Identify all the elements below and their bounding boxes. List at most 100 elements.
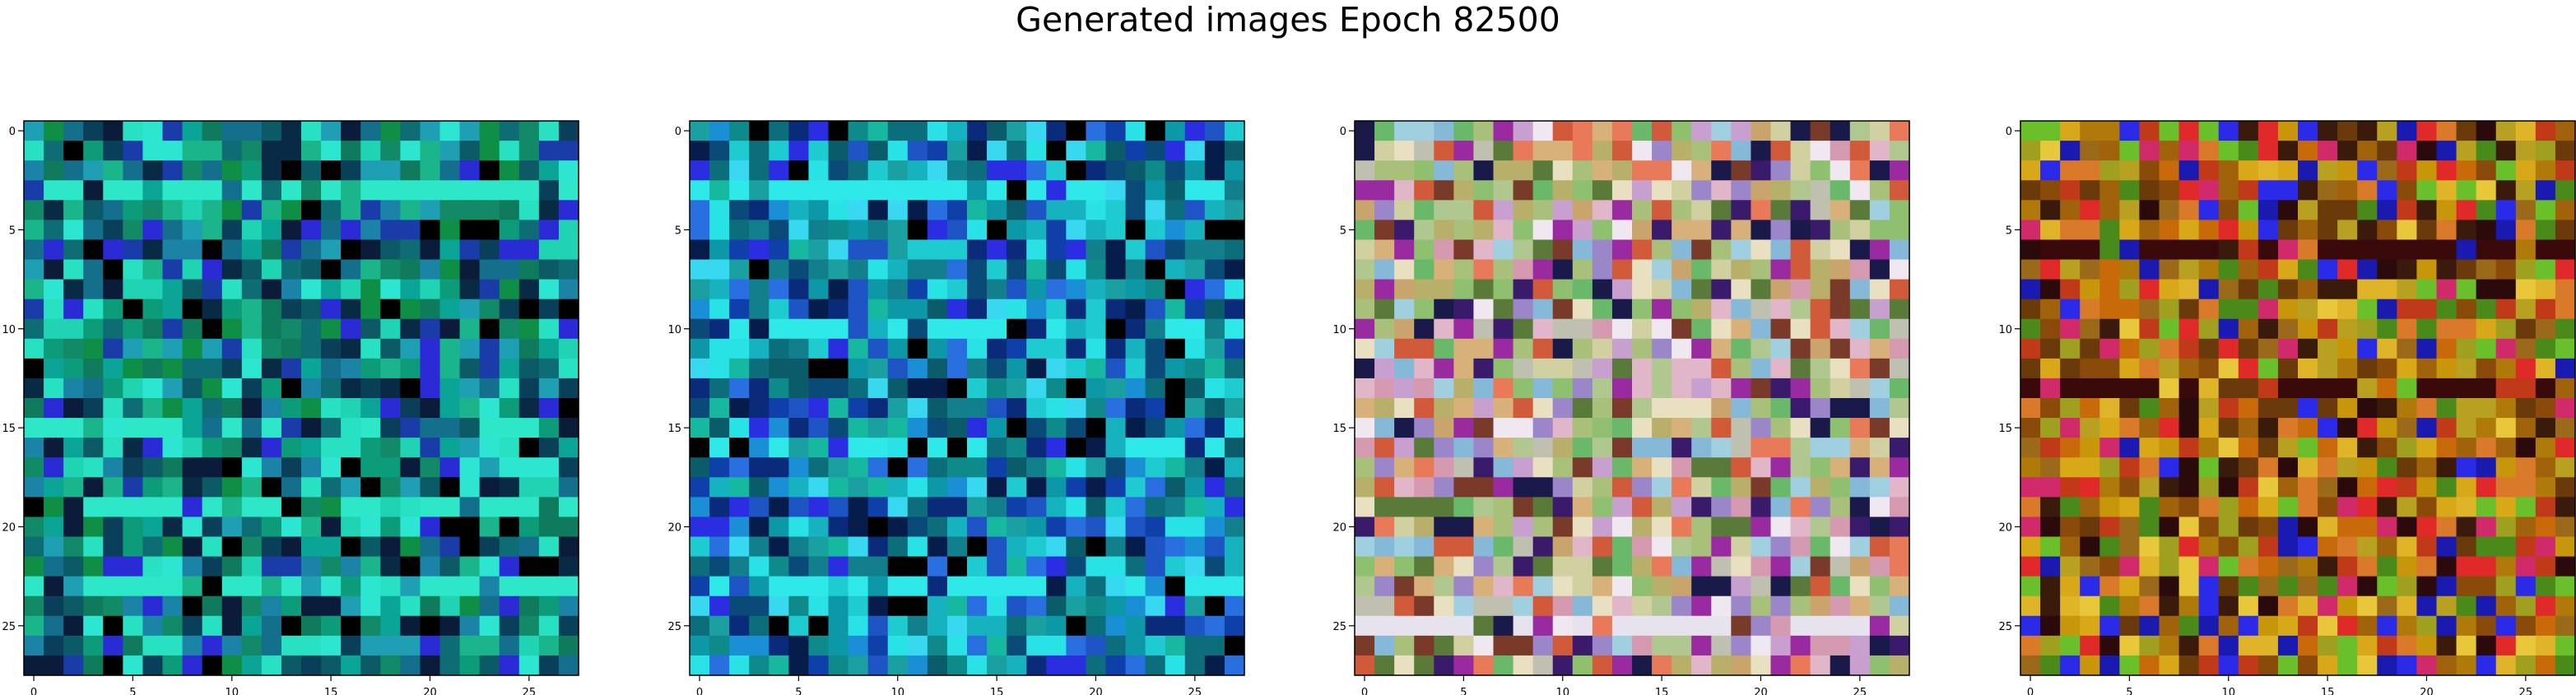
pixel-cell <box>1374 160 1395 181</box>
pixel-cell <box>321 615 342 637</box>
pixel-cell <box>360 438 381 458</box>
pixel-cell <box>1711 556 1732 577</box>
pixel-cell <box>1453 141 1475 161</box>
pixel-cell <box>162 556 184 577</box>
pixel-cell <box>1790 497 1811 518</box>
pixel-cell <box>1165 457 1186 478</box>
pixel-cell <box>420 121 441 141</box>
pixel-cell <box>1434 497 1454 518</box>
pixel-cell <box>2416 438 2438 458</box>
pixel-cell <box>2318 259 2338 280</box>
pixel-cell <box>1532 180 1554 201</box>
pixel-cell <box>182 299 203 320</box>
pixel-cell <box>690 378 710 399</box>
pixel-cell <box>341 536 361 558</box>
pixel-cell <box>1810 299 1831 320</box>
pixel-cell <box>24 279 44 300</box>
pixel-cell <box>1434 595 1454 617</box>
pixel-cell <box>1830 576 1851 597</box>
pixel-cell <box>221 556 243 577</box>
pixel-cell <box>142 655 164 676</box>
pixel-cell <box>709 517 730 538</box>
pixel-cell <box>2318 121 2338 141</box>
pixel-cell <box>907 338 928 359</box>
pixel-cell <box>749 655 770 676</box>
pixel-cell <box>1394 556 1415 577</box>
pixel-cell <box>2456 477 2477 498</box>
pixel-cell <box>1552 180 1574 201</box>
pixel-cell <box>1632 576 1653 597</box>
y-tick-label: 25 <box>2 621 16 633</box>
pixel-cell <box>1552 615 1574 637</box>
pixel-cell <box>221 239 243 261</box>
pixel-cell <box>301 200 322 220</box>
pixel-cell <box>400 457 421 478</box>
pixel-cell <box>44 279 64 300</box>
pixel-cell <box>24 517 44 538</box>
pixel-cell <box>1224 121 1245 141</box>
pixel-cell <box>808 180 830 201</box>
pixel-cell <box>538 536 560 558</box>
pixel-cell <box>2456 378 2477 399</box>
pixel-cell <box>1125 141 1146 161</box>
pixel-cell <box>241 160 263 181</box>
pixel-cell <box>2178 279 2200 300</box>
pixel-cell <box>2337 279 2358 300</box>
pixel-cell <box>2456 160 2477 181</box>
pixel-cell <box>44 497 64 518</box>
pixel-cell <box>202 576 223 597</box>
pixel-cell <box>142 121 164 141</box>
pixel-cell <box>24 497 44 518</box>
pixel-cell <box>261 576 282 597</box>
pixel-cell <box>709 338 730 359</box>
pixel-cell <box>103 121 123 141</box>
pixel-cell <box>867 239 889 261</box>
pixel-cell <box>2238 200 2259 220</box>
pixel-cell <box>479 358 500 379</box>
pixel-cell <box>221 655 243 676</box>
pixel-cell <box>221 378 243 399</box>
pixel-cell <box>1145 655 1166 676</box>
pixel-cell <box>967 338 988 359</box>
pixel-cell <box>1394 418 1415 438</box>
pixel-cell <box>321 160 342 181</box>
x-tick-label: 0 <box>30 687 37 695</box>
pixel-cell <box>518 517 540 538</box>
pixel-cell <box>360 595 381 617</box>
pixel-cell <box>2218 635 2239 656</box>
pixel-cell <box>44 595 64 617</box>
pixel-cell <box>1493 517 1514 538</box>
pixel-cell <box>162 576 184 597</box>
pixel-cell <box>1611 180 1633 201</box>
pixel-cell <box>1165 160 1186 181</box>
pixel-cell <box>439 536 461 558</box>
pixel-cell <box>1652 655 1672 676</box>
pixel-cell <box>1751 358 1772 379</box>
x-tick-label: 10 <box>890 687 904 695</box>
pixel-cell <box>1513 576 1534 597</box>
pixel-cell <box>769 299 789 320</box>
pixel-cell <box>769 160 789 181</box>
pixel-cell <box>2020 378 2041 399</box>
pixel-cell <box>848 655 869 676</box>
pixel-cell <box>261 160 282 181</box>
pixel-cell <box>1711 121 1732 141</box>
pixel-cell <box>281 279 302 300</box>
pixel-cell <box>2357 438 2378 458</box>
pixel-cell <box>1224 615 1245 637</box>
pixel-cell <box>281 536 302 558</box>
pixel-cell <box>907 655 928 676</box>
pixel-cell <box>946 615 968 637</box>
pixel-cell <box>1493 259 1514 280</box>
pixel-cell <box>887 141 909 161</box>
y-tick-label: 25 <box>1998 621 2012 633</box>
pixel-cell <box>907 259 928 280</box>
pixel-cell <box>2436 239 2457 261</box>
pixel-cell <box>360 121 381 141</box>
pixel-cell <box>221 615 243 637</box>
pixel-cell <box>1869 378 1890 399</box>
pixel-cell <box>987 160 1007 181</box>
pixel-cell <box>162 259 184 280</box>
pixel-cell <box>2178 418 2200 438</box>
pixel-cell <box>2238 635 2259 656</box>
